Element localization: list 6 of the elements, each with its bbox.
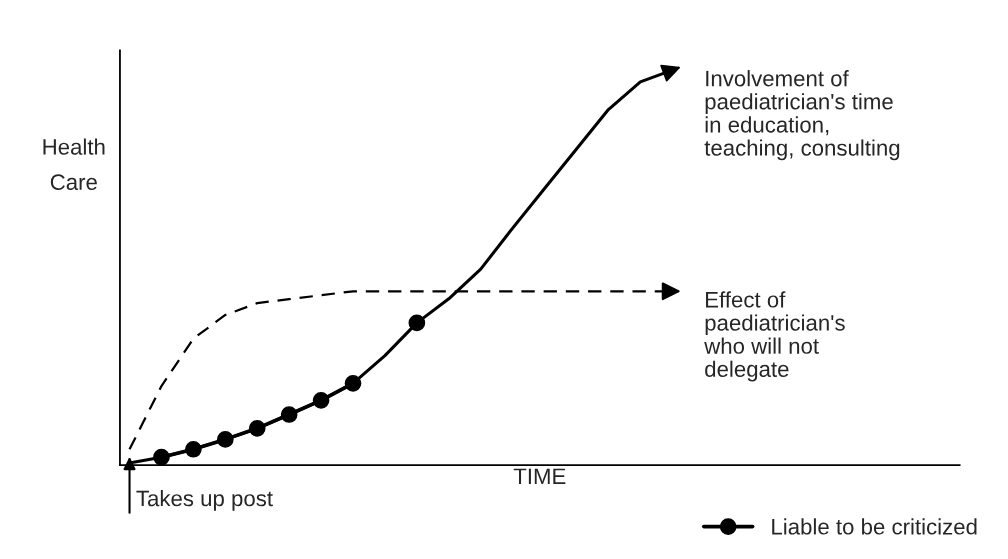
y-axis-title: Health Care [43,138,105,191]
text: Takes up post [136,489,273,511]
annotation: Effect of paediatrician's who will not delegate [704,291,845,382]
x-axis-title: TIME [513,468,566,484]
legend-label: Liable to be criticized [772,518,977,535]
annotation: Involvement of paediatrician's time in education, teaching, consulting [704,70,900,161]
